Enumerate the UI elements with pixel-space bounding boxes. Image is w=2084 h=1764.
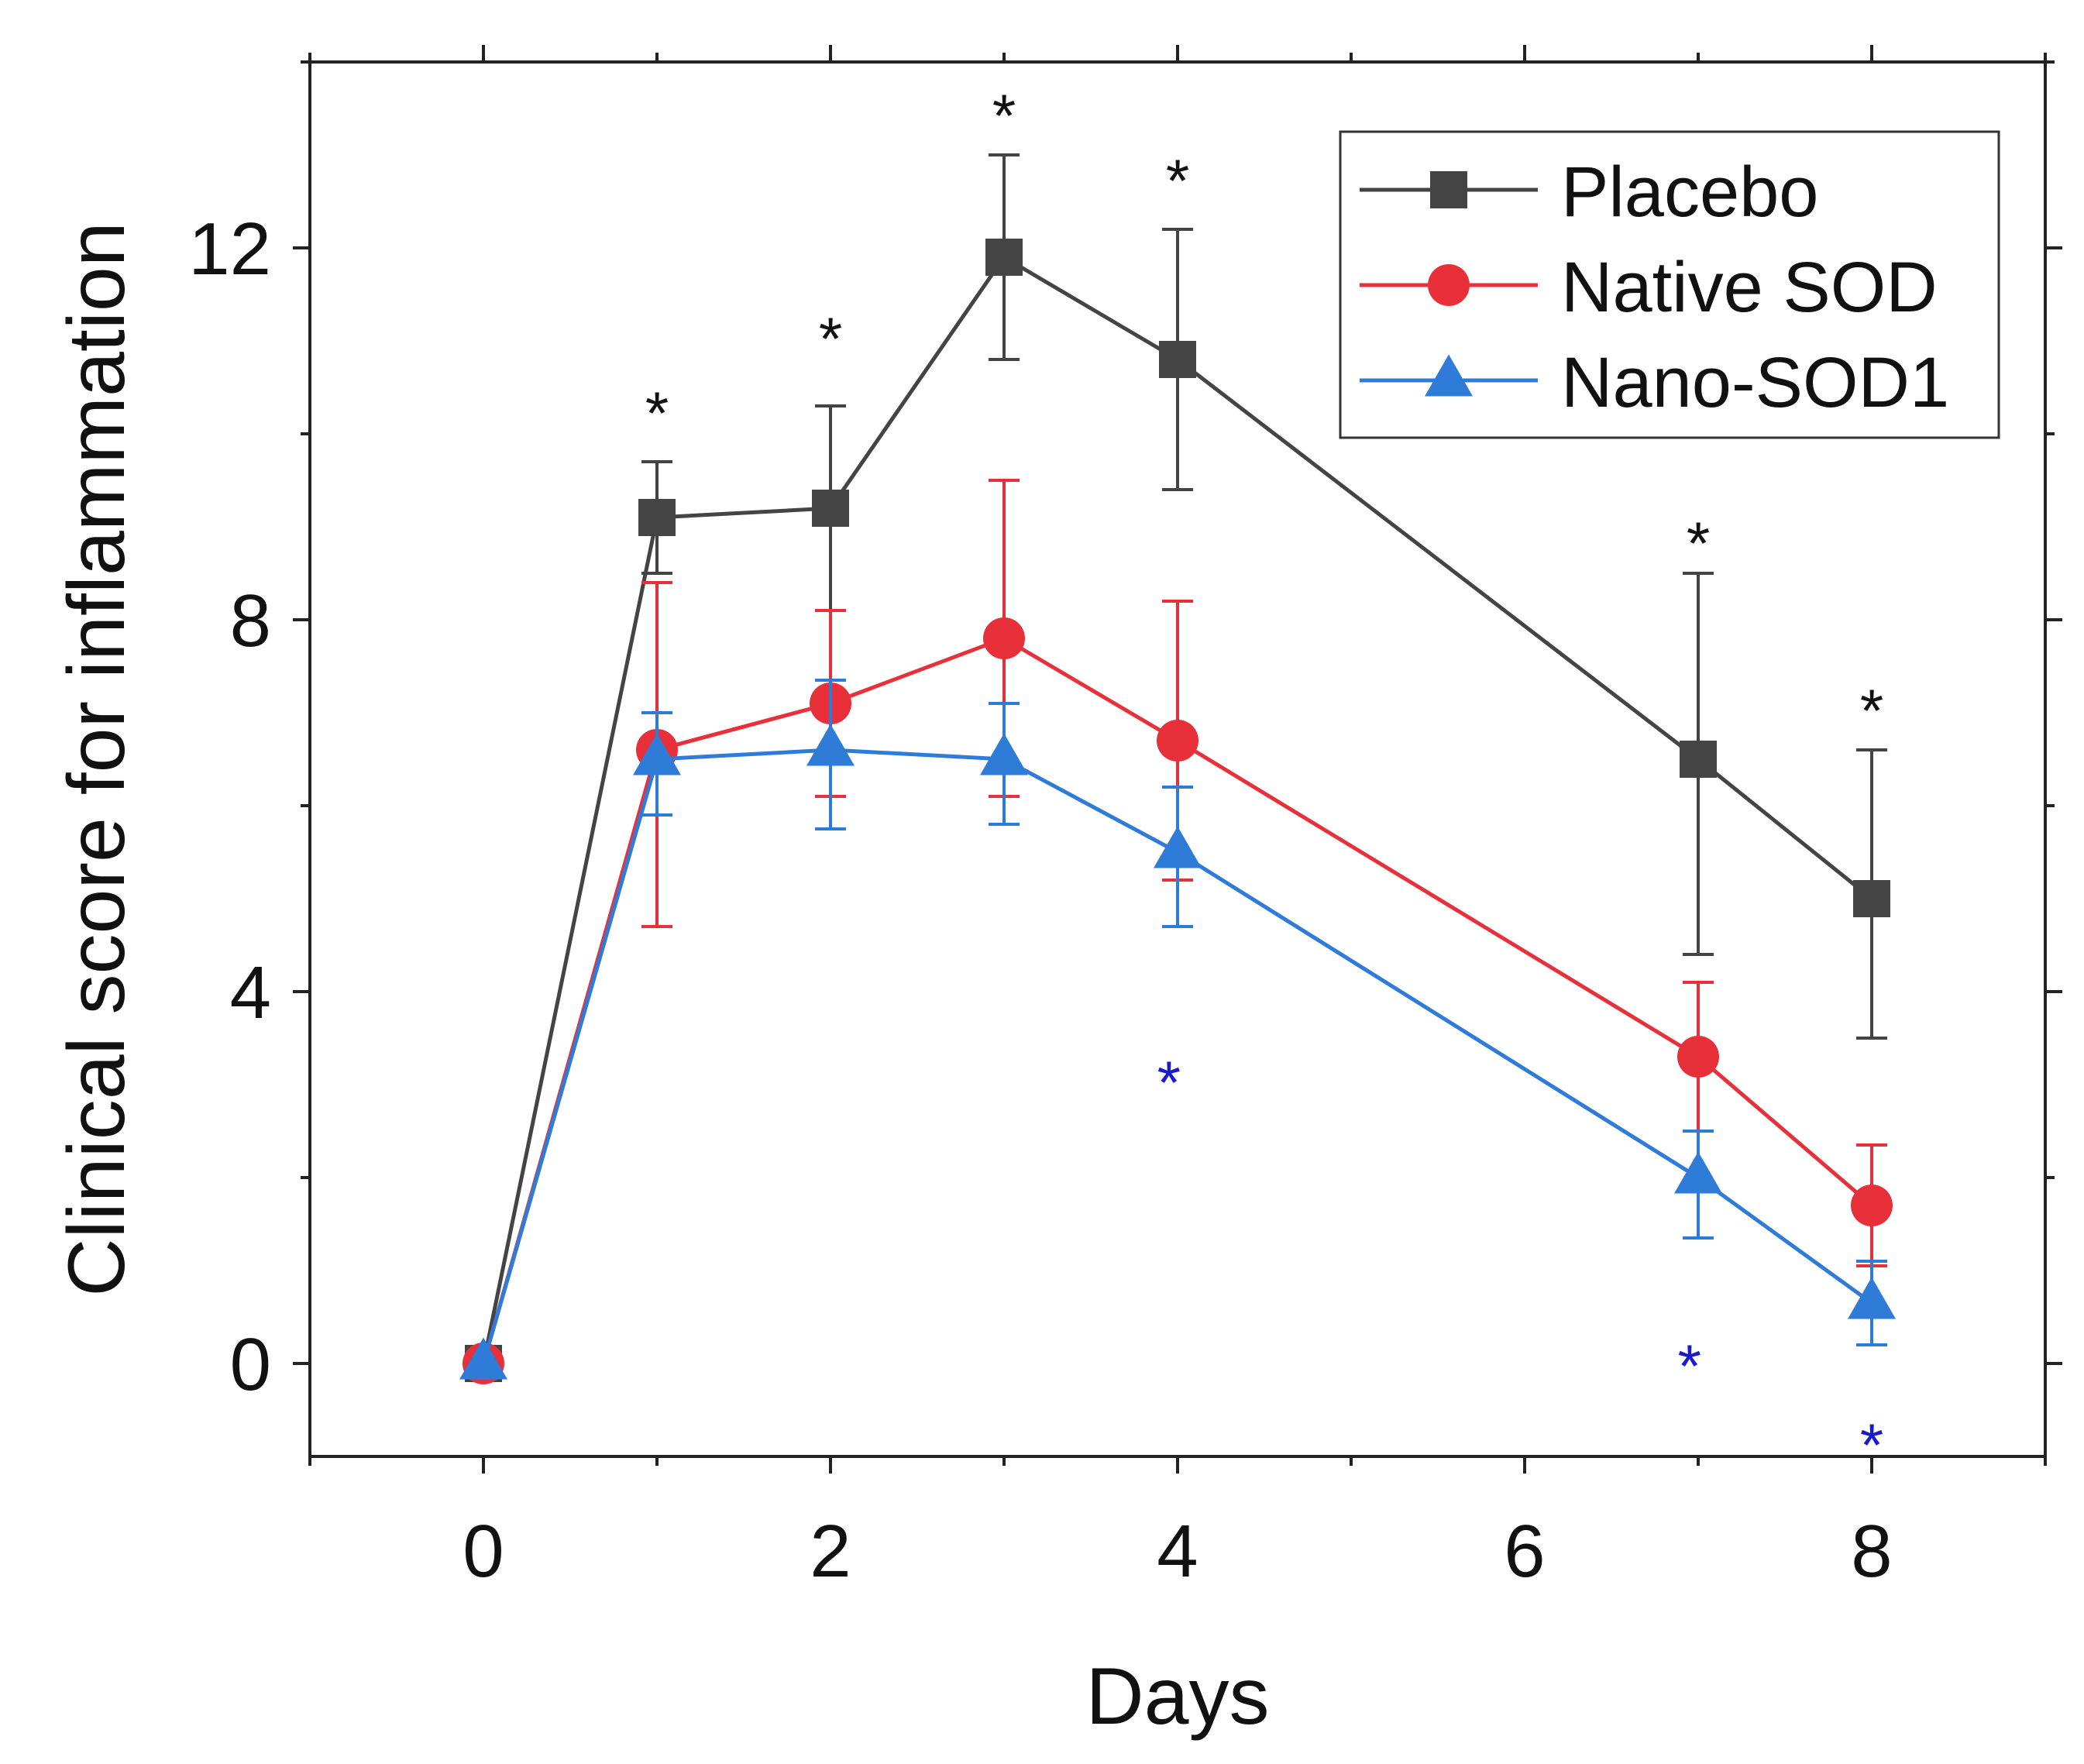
x-axis-label: Days: [1086, 1652, 1270, 1742]
significance-star: *: [1678, 1332, 1701, 1400]
data-point: [1154, 826, 1202, 868]
y-tick-label: 12: [188, 208, 271, 291]
y-tick-label: 0: [230, 1323, 271, 1406]
series-nano-sod1: [459, 679, 1896, 1380]
significance-star: *: [1687, 509, 1710, 577]
annotations-layer: * * * * * * * * *: [645, 81, 1883, 1479]
y-tick-label: 8: [230, 579, 271, 662]
data-point: [812, 490, 849, 527]
legend-label: Nano-SOD1: [1561, 343, 1949, 422]
data-point: [983, 617, 1025, 659]
y-tick-label: 4: [230, 951, 271, 1034]
x-tick-label: 2: [810, 1510, 851, 1593]
data-point: [459, 1337, 507, 1380]
significance-star: *: [1860, 1411, 1883, 1479]
data-point: [1680, 741, 1717, 778]
significance-star: *: [992, 81, 1016, 150]
significance-star: *: [1860, 676, 1883, 744]
data-point: [985, 239, 1023, 276]
legend-marker: [1430, 171, 1467, 208]
data-point: [980, 733, 1028, 775]
data-point: [1159, 341, 1196, 378]
x-tick-label: 4: [1157, 1510, 1198, 1593]
ticks-layer: 0 2 4 6 8 0 4 8 12: [188, 45, 2062, 1593]
legend-marker: [1425, 354, 1473, 397]
significance-star: *: [1157, 1048, 1181, 1116]
x-tick-label: 6: [1504, 1510, 1545, 1593]
data-point: [1851, 1185, 1893, 1226]
data-point: [1853, 880, 1890, 917]
legend-marker: [1428, 264, 1470, 306]
x-tick-label: 0: [463, 1510, 504, 1593]
data-point: [1157, 720, 1198, 762]
significance-star: *: [1166, 146, 1189, 215]
y-axis-label: Clinical score for inflammation: [52, 222, 142, 1296]
data-point: [633, 733, 681, 775]
legend: Placebo Native SOD Nano-SOD1: [1339, 130, 2000, 439]
significance-star: *: [819, 304, 842, 373]
x-tick-label: 8: [1851, 1510, 1892, 1593]
data-point: [1677, 1036, 1719, 1078]
series-native-sod: [463, 479, 1893, 1384]
data-point: [806, 724, 855, 766]
series-layer: [459, 153, 1896, 1384]
significance-star: *: [645, 379, 669, 447]
data-point: [638, 499, 676, 536]
data-point: [1674, 1151, 1722, 1194]
legend-label: Native SOD: [1561, 248, 1938, 327]
data-point: [1848, 1277, 1896, 1319]
legend-label: Placebo: [1561, 153, 1818, 232]
